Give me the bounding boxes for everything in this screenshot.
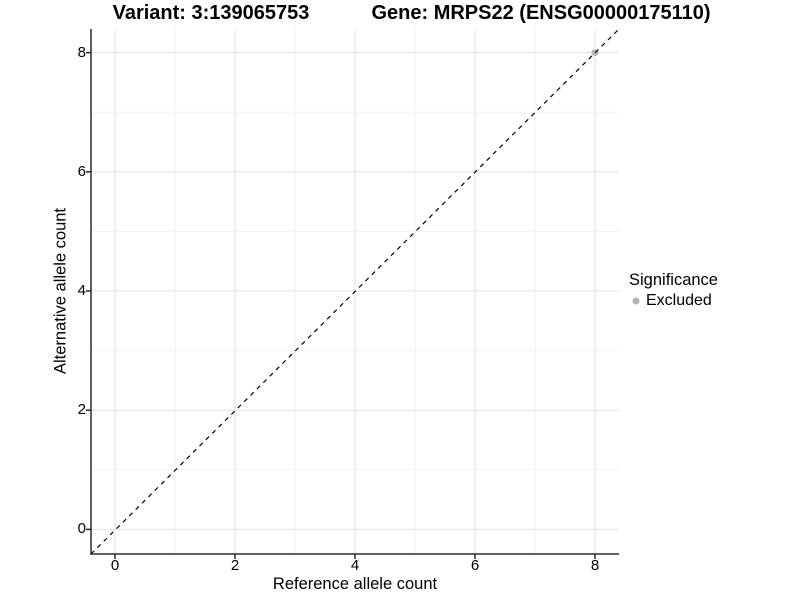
legend-item-excluded: Excluded [629, 291, 718, 310]
x-tick-label-4: 4 [350, 557, 360, 574]
y-tick-label-0: 0 [77, 520, 86, 538]
plot-title-variant: Variant: 3:139065753 [112, 2, 310, 24]
x-axis-title: Reference allele count [272, 575, 438, 593]
y-tick-label-4: 4 [77, 282, 86, 299]
x-tick-label-0: 0 [110, 557, 120, 574]
x-tick-marks [114, 554, 596, 559]
y-tick-label-2: 2 [77, 401, 86, 419]
legend: Significance Excluded [629, 271, 718, 310]
legend-key-dot-icon [632, 297, 640, 304]
y-tick-marks [86, 51, 91, 531]
x-tick-label-2: 2 [230, 557, 240, 574]
y-tick-label-6: 6 [77, 162, 86, 180]
x-tick-label-8: 8 [590, 557, 600, 574]
y-axis-title: Alternative allele count [51, 207, 70, 375]
x-tick-label-6: 6 [470, 557, 480, 574]
identity-reference-line [90, 28, 620, 555]
legend-title: Significance [629, 271, 718, 289]
plot-title-gene: Gene: MRPS22 (ENSG00000175110) [371, 2, 711, 24]
y-tick-label-8: 8 [77, 43, 86, 61]
legend-item-label: Excluded [646, 292, 712, 309]
